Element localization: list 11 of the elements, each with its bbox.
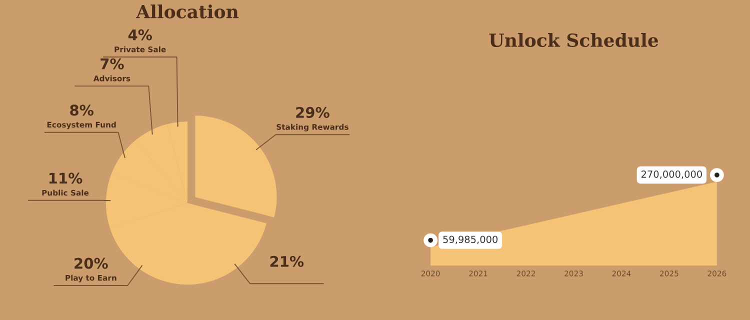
data-label: 59,985,000	[443, 236, 498, 244]
data-label: 20%	[74, 258, 108, 269]
data-label: 29%	[296, 106, 330, 118]
data-label: 11%	[49, 172, 82, 184]
chart-title: Allocation	[136, 4, 238, 18]
data-label: 7%	[100, 58, 124, 70]
data-label: 270,000,000	[641, 170, 702, 179]
chart-title: Unlock Schedule	[489, 33, 658, 48]
data-label: 8%	[70, 104, 94, 116]
data-label: 21%	[270, 256, 304, 267]
data-label: 4%	[128, 29, 152, 40]
